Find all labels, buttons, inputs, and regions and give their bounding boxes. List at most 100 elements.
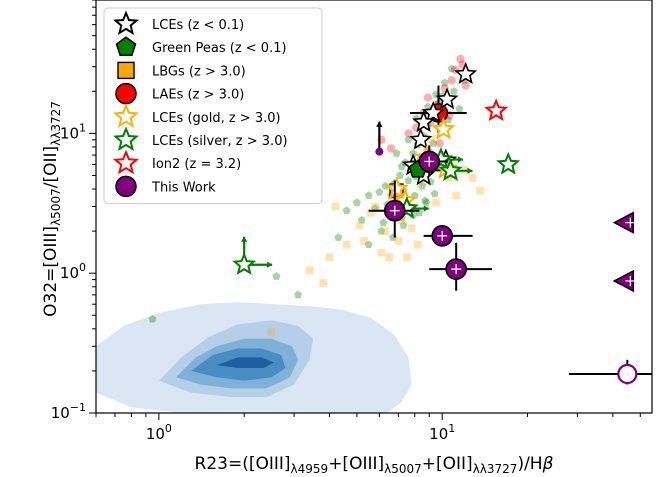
x-tick-label: 101 (429, 422, 455, 443)
background-point (377, 248, 386, 257)
y-tick-label: 101 (60, 121, 86, 142)
legend-entry: LCEs (gold, z > 3.0) (113, 103, 281, 128)
y-axis-label: O32=[OIII]λ5007/[OII]λλ3727 (41, 101, 63, 317)
background-point (421, 196, 430, 205)
legend-entry: LCEs (silver, z > 3.0) (113, 126, 288, 152)
this-work-limit-point (375, 147, 384, 156)
background-point (331, 202, 340, 211)
background-point (432, 198, 440, 207)
ion2-point (484, 98, 509, 122)
legend-label: Ion2 (z = 3.2) (152, 157, 241, 172)
background-point (342, 206, 351, 215)
lce-gold-point (384, 176, 409, 200)
background-point (440, 78, 449, 87)
lce-silver-point (232, 252, 257, 275)
background-point (267, 328, 276, 336)
background-point (404, 129, 413, 138)
background-point (418, 181, 427, 190)
density-contours (96, 302, 412, 413)
legend-marker (115, 36, 137, 57)
background-point (456, 54, 465, 64)
legend-marker (113, 149, 139, 175)
lce-local-point (421, 100, 445, 123)
lce-local-point (454, 62, 478, 85)
background-point (413, 240, 422, 249)
background-point (403, 253, 411, 262)
lce-silver-point (438, 158, 463, 182)
background-point (429, 139, 438, 147)
legend-entry: Ion2 (z = 3.2) (113, 149, 241, 175)
background-point (377, 226, 386, 235)
background-point (419, 178, 428, 186)
background-point (294, 290, 303, 299)
background-point (325, 253, 334, 262)
background-point (381, 227, 390, 235)
background-point (447, 76, 456, 85)
background-point (396, 171, 405, 179)
density-level-5 (216, 357, 275, 368)
background-point (404, 135, 413, 144)
legend-marker (115, 82, 137, 105)
background-point (423, 102, 432, 111)
legend-entry: Green Peas (z < 0.1) (115, 36, 287, 57)
plot-content (96, 54, 652, 413)
legend-marker (113, 126, 139, 152)
this-work-open-point (617, 363, 638, 385)
legend-label: LBGs (z > 3.0) (152, 64, 246, 79)
background-point (305, 266, 314, 275)
background-point (468, 174, 477, 182)
background-point (371, 202, 379, 211)
legend-entry: This Work (115, 175, 216, 198)
background-point (460, 165, 469, 174)
background-point (428, 135, 436, 143)
legend-marker (113, 103, 139, 128)
background-point (461, 81, 470, 90)
legend-marker (117, 61, 135, 80)
axis-labels: R23=([OIII]λ4959+[OIII]λ5007+[OII]λλ3727… (41, 101, 554, 476)
background-point (319, 279, 327, 287)
legend-label: LCEs (silver, z > 3.0) (152, 134, 288, 149)
background-point (404, 176, 413, 184)
background-point (435, 139, 444, 148)
background-point (407, 224, 416, 232)
background-point (423, 93, 433, 102)
lce-gold-point (431, 116, 456, 140)
plot-area (96, 54, 652, 413)
background-point (375, 187, 384, 196)
background-point (394, 237, 403, 245)
lce-local-point (409, 127, 433, 150)
this-work-lower-limit-arrow (376, 121, 383, 152)
lce-local-point (412, 110, 436, 133)
background-point (385, 253, 394, 262)
legend-entry: LCEs (z < 0.1) (113, 10, 244, 36)
background-point (355, 221, 364, 230)
legend: LCEs (z < 0.1) Green Peas (z < 0.1) LBGs (… (103, 7, 323, 205)
background-point (476, 186, 484, 195)
this-work-left-limit (612, 211, 636, 234)
background-point (455, 104, 464, 113)
legend-label: LCEs (gold, z > 3.0) (152, 111, 281, 126)
background-point (399, 221, 408, 229)
legend-label: This Work (151, 180, 216, 195)
y-tick-label: 10−1 (51, 401, 86, 422)
background-point (272, 272, 281, 280)
legend-label: Green Peas (z < 0.1) (152, 41, 287, 56)
legend-entry: LBGs (z > 3.0) (117, 61, 246, 80)
axis-ticks: 100 101 10−1 100 101 (51, 0, 641, 443)
background-point (430, 189, 439, 198)
y-tick-label: 100 (60, 261, 86, 282)
background-point (379, 218, 388, 227)
background-point (444, 174, 453, 182)
background-point (342, 240, 351, 249)
background-point (364, 191, 373, 199)
background-point (352, 198, 361, 206)
legend-box (103, 7, 323, 205)
background-point (452, 191, 460, 200)
background-point (447, 64, 456, 73)
foreground-samples (232, 62, 652, 385)
legend-marker (115, 175, 137, 198)
background-point (364, 240, 373, 249)
background-point (397, 216, 406, 224)
background-point (367, 209, 375, 217)
